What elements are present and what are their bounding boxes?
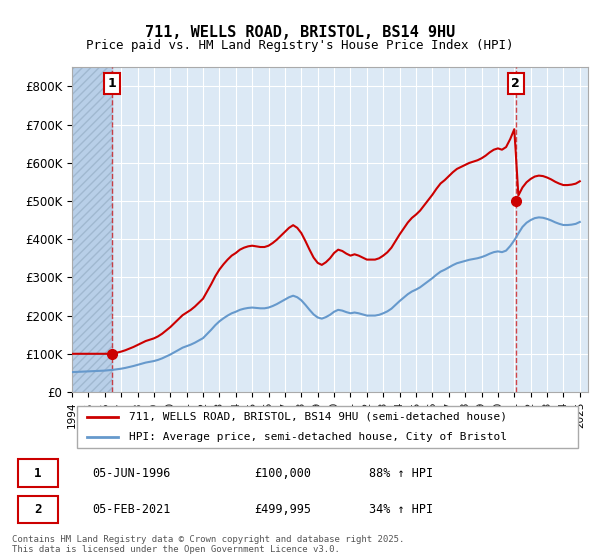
Text: £100,000: £100,000: [254, 466, 311, 479]
FancyBboxPatch shape: [18, 496, 58, 523]
FancyBboxPatch shape: [18, 459, 58, 487]
Bar: [72, 67, 112, 392]
Text: 88% ↑ HPI: 88% ↑ HPI: [369, 466, 433, 479]
Text: 34% ↑ HPI: 34% ↑ HPI: [369, 503, 433, 516]
Text: 711, WELLS ROAD, BRISTOL, BS14 9HU (semi-detached house): 711, WELLS ROAD, BRISTOL, BS14 9HU (semi…: [129, 412, 507, 422]
Text: £499,995: £499,995: [254, 503, 311, 516]
Bar: [72, 67, 112, 392]
Text: 1: 1: [34, 466, 41, 479]
Text: 1: 1: [107, 77, 116, 90]
Text: 2: 2: [511, 77, 520, 90]
Text: HPI: Average price, semi-detached house, City of Bristol: HPI: Average price, semi-detached house,…: [129, 432, 507, 442]
Text: 2: 2: [34, 503, 41, 516]
Text: 711, WELLS ROAD, BRISTOL, BS14 9HU: 711, WELLS ROAD, BRISTOL, BS14 9HU: [145, 25, 455, 40]
Text: Contains HM Land Registry data © Crown copyright and database right 2025.
This d: Contains HM Land Registry data © Crown c…: [12, 535, 404, 554]
Text: 05-JUN-1996: 05-JUN-1996: [92, 466, 171, 479]
FancyBboxPatch shape: [77, 405, 578, 449]
Text: 05-FEB-2021: 05-FEB-2021: [92, 503, 171, 516]
Text: Price paid vs. HM Land Registry's House Price Index (HPI): Price paid vs. HM Land Registry's House …: [86, 39, 514, 52]
